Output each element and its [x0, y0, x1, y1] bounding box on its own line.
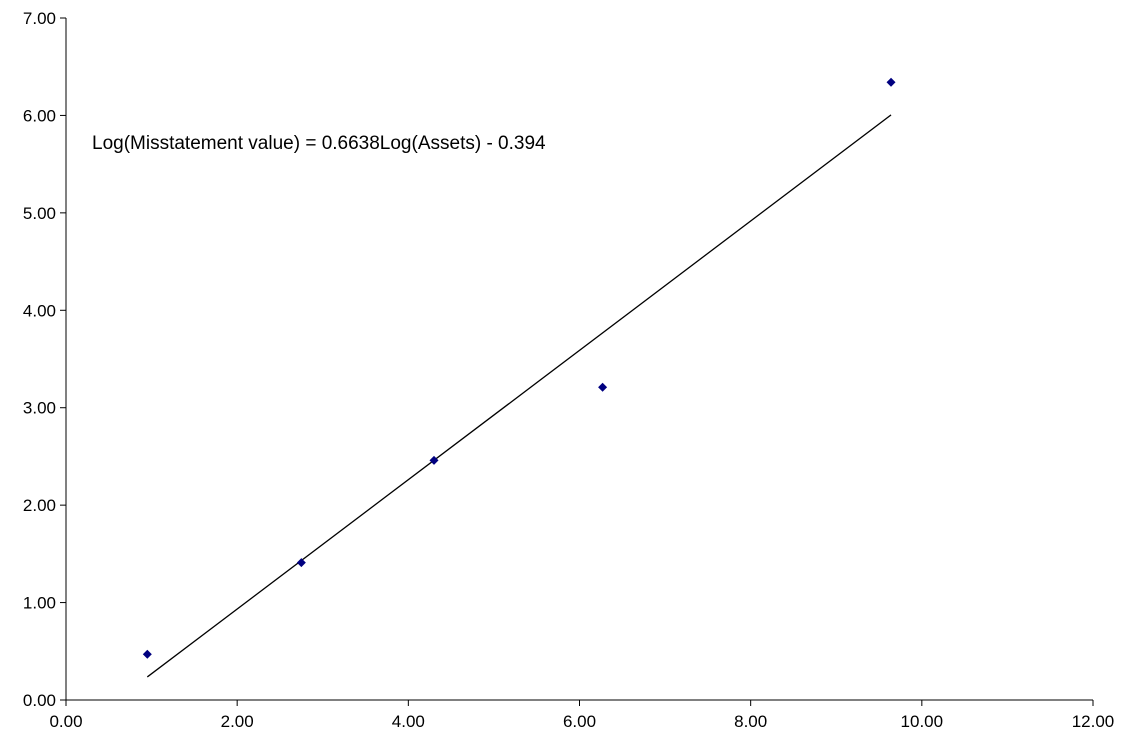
- y-tick-label: 7.00: [23, 9, 56, 28]
- x-tick-label: 8.00: [734, 712, 767, 731]
- x-tick-label: 12.00: [1072, 712, 1115, 731]
- data-point: [598, 382, 608, 392]
- y-tick-label: 2.00: [23, 496, 56, 515]
- y-tick-label: 5.00: [23, 204, 56, 223]
- x-tick-label: 0.00: [49, 712, 82, 731]
- x-tick-label: 2.00: [221, 712, 254, 731]
- x-tick-label: 10.00: [901, 712, 944, 731]
- y-tick-label: 0.00: [23, 691, 56, 710]
- x-axis-tick-labels: 0.00 2.00 4.00 6.00 8.00 10.00 12.00: [49, 712, 1114, 731]
- y-axis-ticks: [60, 17, 66, 701]
- data-points: [142, 77, 896, 659]
- regression-equation: Log(Misstatement value) = 0.6638Log(Asse…: [92, 133, 546, 154]
- x-axis-ticks: [65, 700, 1094, 706]
- data-point: [886, 77, 896, 87]
- y-tick-label: 4.00: [23, 301, 56, 320]
- data-point: [142, 649, 152, 659]
- data-point: [296, 558, 306, 568]
- y-tick-label: 6.00: [23, 106, 56, 125]
- x-tick-label: 6.00: [563, 712, 596, 731]
- data-point: [429, 455, 439, 465]
- x-tick-label: 4.00: [392, 712, 425, 731]
- y-tick-label: 1.00: [23, 594, 56, 613]
- regression-trendline: [146, 114, 892, 678]
- y-tick-label: 3.00: [23, 399, 56, 418]
- y-axis-tick-labels: 0.00 1.00 2.00 3.00 4.00 5.00 6.00 7.00: [23, 9, 56, 710]
